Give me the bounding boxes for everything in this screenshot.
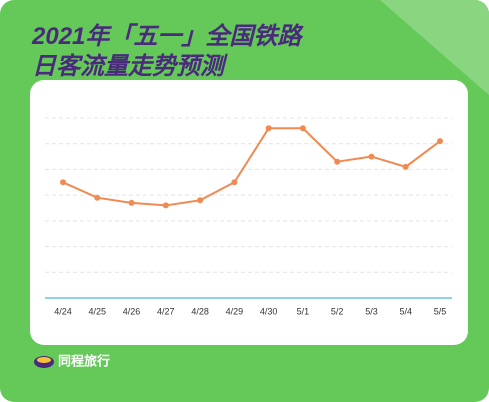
point <box>368 153 375 160</box>
point <box>334 158 341 165</box>
point <box>128 199 135 206</box>
card <box>30 80 468 345</box>
x-tick-label: 4/30 <box>260 306 278 316</box>
chart-title: 2021年「五一」全国铁路日客流量走势预测 <box>32 23 302 80</box>
x-tick-label: 4/24 <box>54 306 72 316</box>
x-tick-label: 5/3 <box>365 306 378 316</box>
x-tick-label: 5/2 <box>331 306 344 316</box>
line <box>62 127 441 207</box>
point <box>265 125 272 132</box>
x-tick-label: 5/1 <box>297 306 310 316</box>
x-tick-label: 4/26 <box>123 306 141 316</box>
point <box>437 138 443 145</box>
x-tick-label: 4/25 <box>89 306 107 316</box>
x-tick-label: 5/4 <box>399 306 412 316</box>
point <box>299 125 306 132</box>
x-tick-label: 4/27 <box>157 306 175 316</box>
point <box>60 179 66 186</box>
point <box>231 179 238 186</box>
point <box>94 194 101 201</box>
x-tick-label: 5/5 <box>434 306 447 316</box>
point <box>197 197 204 204</box>
x-tick-label: 4/28 <box>191 306 209 316</box>
point <box>162 202 169 209</box>
point <box>402 163 409 170</box>
x-tick-label: 4/29 <box>226 306 244 316</box>
brand-name: 同程旅行 <box>58 353 110 368</box>
corner-decoration <box>380 0 489 95</box>
brand-logo <box>34 356 54 368</box>
